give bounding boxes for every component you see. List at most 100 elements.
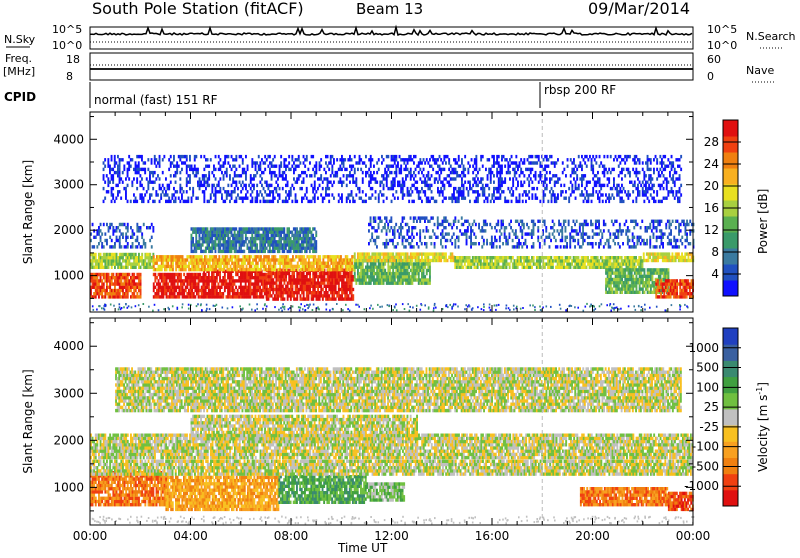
velocity-colorbar-label: Velocity [m s-1]	[755, 382, 770, 472]
velocity-colorbar-swatch	[723, 490, 738, 507]
velocity-band-3	[366, 482, 405, 501]
date-title: 09/Mar/2014	[588, 0, 690, 18]
beam-title: Beam 13	[356, 0, 423, 18]
power-band-16	[103, 155, 683, 203]
velocity-colorbar-label-end: ]	[756, 382, 770, 387]
freq-tick-top: 18	[66, 53, 80, 66]
freq-label: Freq.	[5, 52, 32, 65]
power-ylabel: Slant Range [km]	[21, 160, 35, 264]
power-colorbar-swatch	[723, 152, 738, 169]
velocity-ytick-label-2: 3000	[53, 386, 84, 400]
nsky-tick-top: 10^5	[52, 23, 82, 36]
power-band-8	[354, 259, 431, 285]
power-colorbar-label-6: 28	[704, 135, 719, 149]
power-ytick-label-3: 4000	[53, 132, 84, 146]
velocity-ytick-label-0: 1000	[53, 480, 84, 494]
nave-label: Nave	[746, 64, 774, 77]
velocity-colorbar-swatch	[723, 474, 738, 491]
cpid-label: CPID	[4, 90, 36, 104]
cpid-segment-2: rbsp 200 RF	[544, 83, 616, 97]
power-band-5	[266, 269, 354, 301]
velocity-colorbar-label-main: Velocity [m s	[756, 395, 770, 472]
power-ytick-label-2: 3000	[53, 178, 84, 192]
power-band-12	[467, 220, 695, 249]
power-band-3	[153, 273, 204, 299]
velocity-band-2	[278, 475, 366, 504]
freq-tick-bottom: 8	[66, 70, 73, 83]
velocity-xtick-label-0: 00:00	[73, 529, 108, 543]
power-colorbar-swatch	[723, 280, 738, 297]
power-ytick-label-1: 2000	[53, 223, 84, 237]
velocity-colorbar-label-6: -500	[692, 459, 719, 473]
nsearch-label: N.Search	[746, 30, 796, 43]
velocity-colorbar-label-5: -100	[692, 440, 719, 454]
velocity-band-8	[668, 492, 694, 511]
power-band-4	[203, 270, 267, 299]
velocity-colorbar-swatch	[723, 360, 738, 377]
velocity-xtick-label-6: 00:00	[676, 529, 711, 543]
power-colorbar-swatch	[723, 120, 738, 137]
power-colorbar-label-1: 8	[711, 245, 719, 259]
power-band-9	[354, 252, 455, 262]
velocity-xtick-label-2: 08:00	[274, 529, 309, 543]
velocity-colorbar-swatch	[723, 377, 738, 394]
power-colorbar-swatch	[723, 136, 738, 153]
power-colorbar-swatch	[723, 168, 738, 185]
nave-tick-top: 60	[707, 53, 721, 66]
power-band-15	[643, 252, 694, 262]
power-colorbar-label-4: 20	[704, 179, 719, 193]
velocity-ytick-label-3: 4000	[53, 339, 84, 353]
velocity-colorbar-label-sup: -1	[755, 387, 764, 395]
power-band-0	[90, 253, 154, 269]
velocity-band-9	[115, 367, 682, 412]
power-band-11	[454, 256, 643, 269]
power-colorbar-swatch	[723, 248, 738, 265]
velocity-ytick-label-1: 2000	[53, 433, 84, 447]
velocity-colorbar-swatch	[723, 441, 738, 458]
velocity-colorbar-label-1: 500	[696, 361, 719, 375]
power-band-14	[655, 279, 694, 298]
power-colorbar-label-5: 24	[704, 157, 719, 171]
power-near-range-speckle	[92, 303, 689, 312]
velocity-colorbar-swatch	[723, 458, 738, 475]
power-colorbar-label-3: 16	[704, 201, 719, 215]
freq-unit: [MHz]	[3, 65, 35, 78]
power-band-2	[90, 273, 142, 299]
nsky-panel	[90, 27, 693, 49]
power-panel: 1000 2000 3000 4000 Slant Range [km]	[21, 112, 694, 312]
power-ytick-label-0: 1000	[53, 269, 84, 283]
velocity-colorbar-label-7: -1000	[684, 479, 719, 493]
velocity-near-range-speckle	[92, 516, 695, 525]
velocity-xtick-label-5: 20:00	[575, 529, 610, 543]
power-colorbar-label-0: 4	[711, 267, 719, 281]
power-colorbar: 4 8 12 16 20 24 28	[704, 120, 741, 297]
nsearch-tick-bottom: 10^0	[707, 39, 737, 52]
velocity-colorbar-label-4: -25	[699, 420, 719, 434]
freq-panel	[90, 53, 693, 80]
nsky-series	[90, 27, 692, 35]
power-band-10	[368, 216, 468, 248]
station-title: South Pole Station (fitACF)	[92, 0, 304, 18]
velocity-colorbar-swatch	[723, 409, 738, 426]
velocity-colorbar-swatch	[723, 328, 738, 345]
velocity-band-4	[90, 460, 694, 476]
power-colorbar-swatch	[723, 264, 738, 281]
nave-tick-bottom: 0	[707, 70, 714, 83]
velocity-colorbar-swatch	[723, 344, 738, 361]
velocity-colorbar-label-0: 1000	[688, 341, 719, 355]
nsky-tick-bottom: 10^0	[52, 39, 82, 52]
nsearch-tick-top: 10^5	[707, 23, 737, 36]
velocity-xtick-label-1: 04:00	[173, 529, 208, 543]
nsky-label: N.Sky	[4, 33, 36, 46]
velocity-band-0	[90, 471, 167, 506]
power-colorbar-swatch	[723, 232, 738, 249]
power-band-7	[191, 227, 318, 253]
velocity-colorbar-label-3: 25	[704, 400, 719, 414]
power-colorbar-label: Power [dB]	[756, 189, 770, 254]
power-colorbar-label-2: 12	[704, 223, 719, 237]
power-band-1	[90, 223, 154, 249]
velocity-band-7	[580, 487, 668, 506]
velocity-ylabel: Slant Range [km]	[21, 369, 35, 473]
